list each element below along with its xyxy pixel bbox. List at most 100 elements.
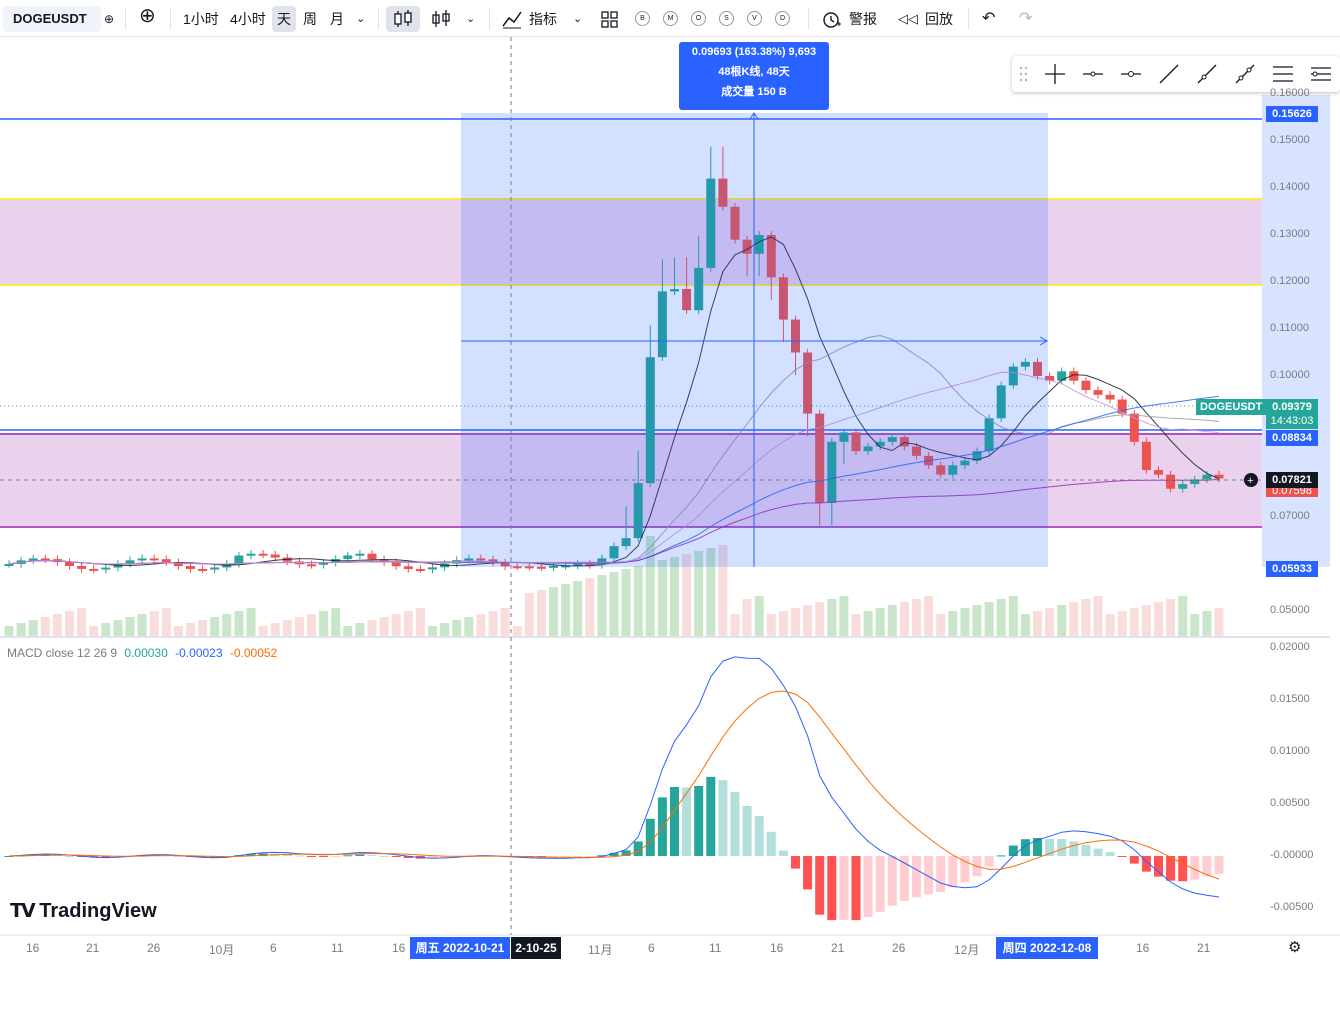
horizontal-line-price-label: 0.08834 [1266, 430, 1318, 446]
candles-style-icon[interactable] [386, 6, 420, 32]
volume-bar [657, 560, 667, 636]
volume-bar [827, 599, 837, 636]
volume-bar [1069, 602, 1079, 636]
candle-body [367, 553, 377, 560]
range-start-date-label: 周五 2022-10-21 [410, 937, 510, 959]
indicator-shortcut-d[interactable]: D [775, 11, 790, 26]
interval-1d[interactable]: 天 [272, 6, 296, 32]
macd-histogram-bar [633, 841, 643, 856]
macd-histogram-bar [573, 856, 583, 857]
indicator-shortcut-s[interactable]: S [719, 11, 734, 26]
indicator-shortcut-m[interactable]: M [663, 11, 678, 26]
interval-1h[interactable]: 1小时 [183, 11, 219, 27]
candle-body [355, 553, 365, 556]
replay-button[interactable]: 回放 [925, 11, 953, 27]
volume-bar [367, 620, 377, 636]
chevron-down-icon[interactable]: ⌄ [356, 13, 366, 25]
trend-line-icon[interactable] [1157, 62, 1181, 86]
price-chart[interactable]: + [0, 37, 1340, 1013]
macd-legend[interactable]: MACD close 12 26 9 0.00030 -0.00023 -0.0… [7, 646, 277, 660]
interval-1w[interactable]: 周 [303, 11, 317, 27]
volume-bar [270, 623, 280, 636]
indicator-shortcut-b[interactable]: B [635, 11, 650, 26]
crosshair-icon[interactable] [1043, 62, 1067, 86]
macd-tick-label: 0.01000 [1270, 745, 1310, 757]
macd-histogram-bar [1105, 852, 1115, 856]
indicators-icon[interactable] [501, 6, 523, 32]
redo-icon[interactable]: ↷ [1019, 10, 1033, 27]
symbol-search-button[interactable]: DOGEUSDT [3, 6, 101, 32]
alert-button[interactable]: 警报 [849, 11, 877, 27]
candle-body [839, 432, 849, 442]
candle-body [137, 558, 147, 561]
macd-histogram-bar [1069, 841, 1079, 856]
candle-body [428, 567, 437, 570]
macd-histogram-bar [609, 852, 619, 856]
macd-histogram-bar [331, 856, 341, 857]
interval-1m[interactable]: 月 [330, 11, 344, 27]
volume-bar [101, 623, 111, 636]
volume-bar [246, 608, 256, 636]
toolbar-separator [170, 8, 171, 30]
bar-style-icon[interactable] [428, 6, 454, 32]
macd-histogram-bar [1008, 845, 1018, 856]
candle-body [585, 563, 595, 566]
pitchfork-icon[interactable] [1309, 62, 1333, 86]
macd-line [8, 656, 1220, 898]
volume-bar [488, 611, 498, 636]
macd-title: MACD close 12 26 9 [7, 646, 118, 660]
macd-histogram-bar [791, 856, 800, 869]
candle-body [609, 546, 619, 559]
layout-grid-icon[interactable] [600, 6, 620, 32]
parallel-channel-icon[interactable] [1271, 62, 1295, 86]
candle-body [706, 178, 716, 268]
candle-body [815, 413, 825, 503]
macd-histogram-bar [887, 856, 897, 906]
indicator-shortcut-o[interactable]: O [691, 11, 706, 26]
chevron-down-icon[interactable]: ⌄ [573, 13, 583, 25]
compare-icon[interactable]: ⊕ [104, 12, 115, 26]
candle-body [415, 569, 425, 572]
macd-histogram-bar [1166, 856, 1176, 881]
macd-histogram-bar [379, 855, 389, 857]
ray-icon[interactable] [1195, 62, 1219, 86]
volume-bar [391, 614, 401, 636]
volume-bar [452, 620, 462, 636]
volume-bar [415, 608, 425, 636]
interval-4h[interactable]: 4小时 [230, 11, 266, 27]
macd-histogram-bar [246, 853, 256, 856]
indicators-button[interactable]: 指标 [529, 11, 557, 27]
settings-gear-icon[interactable]: ⚙ [1288, 939, 1302, 956]
horizontal-ray-icon[interactable] [1119, 62, 1143, 86]
volume-bar [1105, 614, 1115, 636]
time-tick-label: 12月 [954, 943, 980, 957]
volume-bar [403, 611, 413, 636]
volume-bar [1129, 608, 1139, 636]
candle-body [40, 558, 50, 561]
macd-histogram-bar [1129, 856, 1139, 864]
volume-bar [28, 620, 38, 636]
candle-body [754, 235, 764, 254]
chevron-down-icon[interactable]: ⌄ [466, 13, 476, 25]
volume-bar [1202, 611, 1212, 636]
volume-bar [754, 596, 764, 636]
indicator-shortcut-v[interactable]: V [747, 11, 762, 26]
extended-line-icon[interactable] [1233, 62, 1257, 86]
rewind-icon[interactable]: ◁◁ [898, 11, 918, 26]
drag-handle-icon[interactable] [1018, 62, 1030, 86]
horizontal-line-icon[interactable] [1081, 62, 1105, 86]
volume-bar [561, 584, 571, 636]
undo-icon[interactable]: ↶ [982, 10, 996, 27]
time-tick-label: 11 [331, 941, 344, 955]
candle-body [948, 465, 958, 475]
candle-body [597, 558, 607, 565]
add-symbol-icon[interactable]: ⊕ [139, 5, 156, 27]
volume-bar [996, 599, 1006, 636]
volume-bar [766, 614, 776, 636]
volume-bar [682, 554, 692, 636]
price-tick-label: 0.13000 [1270, 228, 1310, 240]
crosshair-plus-glyph: + [1247, 475, 1253, 487]
candle-body [621, 538, 631, 547]
candle-body [1069, 371, 1079, 381]
alarm-clock-icon[interactable] [821, 6, 843, 32]
